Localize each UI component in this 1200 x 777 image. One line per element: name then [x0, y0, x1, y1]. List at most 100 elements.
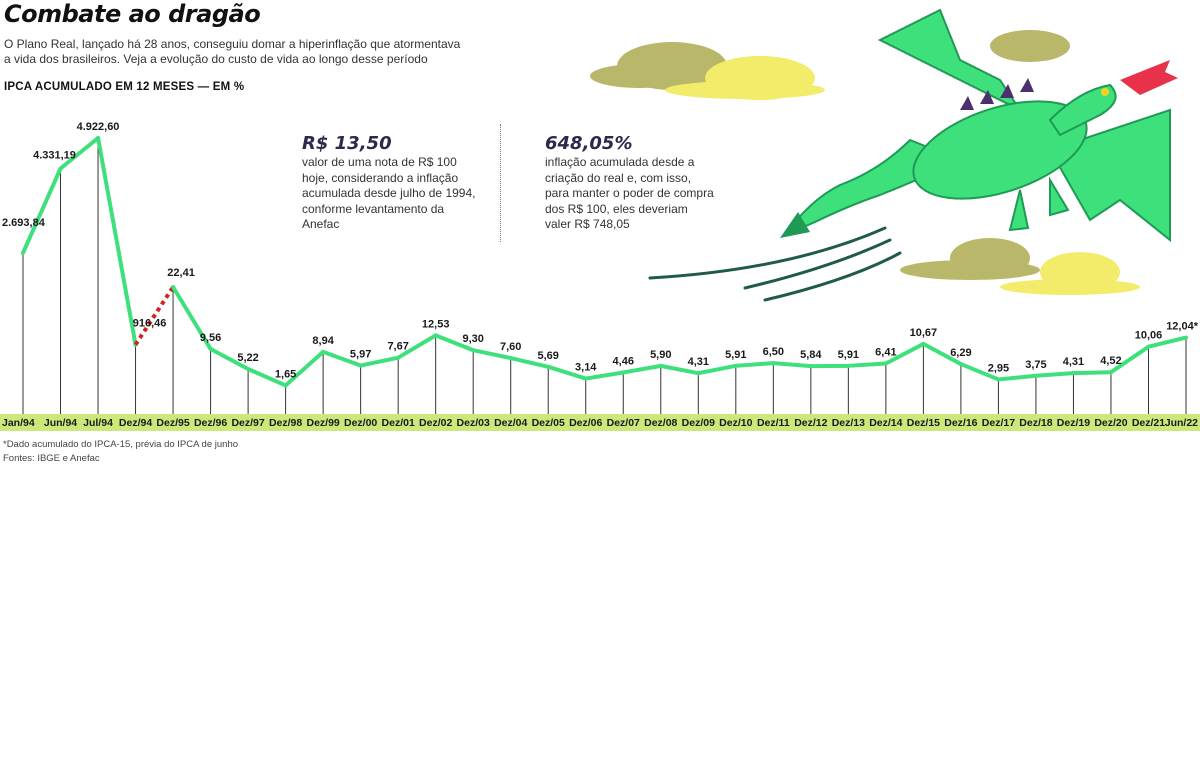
series-segment — [996, 373, 1038, 382]
data-label: 7,60 — [500, 341, 521, 353]
x-tick-label: Dez/06 — [569, 417, 602, 429]
data-label: 6,41 — [875, 347, 896, 359]
series-segment — [433, 333, 476, 353]
data-label: 5,90 — [650, 349, 671, 361]
data-label: 6,29 — [950, 347, 971, 359]
data-label: 9,56 — [200, 332, 221, 344]
x-tick-label: Dez/16 — [944, 417, 977, 429]
series-segment — [921, 341, 963, 367]
x-tick-label: Dez/14 — [869, 417, 902, 429]
series-segment — [1108, 344, 1151, 375]
callout-inflation: 648,05% inflação acumulada desde a criaç… — [545, 133, 715, 233]
x-tick-label: Jul/94 — [83, 417, 113, 429]
series-segment — [846, 361, 888, 368]
x-tick-label: Dez/13 — [832, 417, 865, 429]
x-tick-label: Dez/12 — [794, 417, 827, 429]
series-segment — [508, 356, 551, 369]
series-segment — [621, 363, 663, 375]
callout-inflation-value: 648,05% — [545, 133, 633, 154]
data-label: 5,22 — [237, 352, 258, 364]
cloud-icon — [590, 42, 825, 100]
data-label: 4,46 — [613, 355, 634, 367]
series-segment — [246, 366, 288, 388]
data-label: 6,50 — [763, 346, 784, 358]
x-tick-label: Dez/18 — [1019, 417, 1052, 429]
data-label: 7,67 — [387, 341, 408, 353]
x-tick-label: Dez/17 — [982, 417, 1015, 429]
cloud-icon — [900, 30, 1140, 295]
callout-banknote-text: valor de uma nota de R$ 100 hoje, consid… — [302, 155, 476, 231]
series-segment — [583, 370, 626, 381]
series-segment — [396, 333, 438, 360]
data-label: 916,46 — [133, 318, 167, 330]
x-tick-label: Dez/95 — [156, 417, 189, 429]
x-tick-label: Dez/99 — [306, 417, 339, 429]
data-label: 4.922,60 — [77, 121, 120, 133]
x-tick-label: Dez/21 — [1132, 417, 1165, 429]
x-tick-label: Dez/19 — [1057, 417, 1090, 429]
series-segment — [96, 135, 138, 347]
x-tick-label: Dez/01 — [382, 417, 415, 429]
series-segment — [1071, 370, 1113, 376]
series-segment — [771, 361, 813, 369]
x-tick-label: Dez/05 — [532, 417, 565, 429]
series-segment — [883, 341, 926, 366]
x-tick-label: Dez/08 — [644, 417, 677, 429]
x-tick-label: Dez/97 — [231, 417, 264, 429]
x-tick-label: Dez/10 — [719, 417, 752, 429]
callout-inflation-text: inflação acumulada desde a criação do re… — [545, 155, 714, 231]
data-label: 10,67 — [910, 327, 938, 339]
data-label: 4,31 — [688, 356, 709, 368]
data-label: 5,91 — [725, 349, 746, 361]
x-tick-label: Dez/96 — [194, 417, 227, 429]
x-tick-label: Dez/98 — [269, 417, 302, 429]
series-segment — [321, 349, 363, 368]
footnote-sources: Fontes: IBGE e Anefac — [3, 453, 100, 464]
series-segment — [283, 349, 326, 388]
data-label: 2,95 — [988, 362, 1009, 374]
series-segment — [171, 285, 213, 352]
dragon-illustration — [590, 8, 1178, 302]
data-label: 1,65 — [275, 368, 296, 380]
data-label: 5,69 — [538, 350, 559, 362]
data-label: 5,91 — [838, 349, 859, 361]
footnote-note: *Dado acumulado do IPCA-15, prévia do IP… — [3, 439, 239, 450]
x-tick-label: Dez/07 — [607, 417, 640, 429]
series-segment — [1146, 335, 1188, 349]
ipca-line-chart: 2.693,84 4.331,19 4.922,60 916,46 22,41 9,56 5… — [0, 121, 1200, 431]
page-title: Combate ao dragão — [4, 0, 261, 28]
series-segment — [1033, 371, 1076, 378]
series-segment — [696, 363, 738, 376]
data-label: 3,75 — [1025, 359, 1046, 371]
series-segment — [958, 362, 1001, 382]
callout-divider — [500, 124, 501, 242]
unit-label: IPCA ACUMULADO EM 12 MESES — EM % — [4, 81, 245, 93]
x-tick-label: Dez/09 — [682, 417, 715, 429]
data-label: 3,14 — [575, 362, 597, 374]
x-tick-label: Dez/04 — [494, 417, 527, 429]
wind-lines-icon — [648, 226, 902, 302]
x-tick-label: Dez/00 — [344, 417, 377, 429]
callout-banknote: R$ 13,50 valor de uma nota de R$ 100 hoj… — [302, 133, 482, 233]
data-label: 10,06 — [1135, 330, 1163, 342]
x-tick-label: Jun/94 — [44, 417, 77, 429]
data-label: 9,30 — [462, 333, 483, 345]
x-tick-label: Dez/20 — [1094, 417, 1127, 429]
subtitle: O Plano Real, lançado há 28 anos, conseg… — [4, 37, 461, 66]
data-label: 5,97 — [350, 349, 371, 361]
callout-banknote-value: R$ 13,50 — [302, 133, 392, 154]
series-segment — [21, 166, 63, 255]
x-tick-label: Dez/02 — [419, 417, 452, 429]
series-segment — [208, 347, 251, 371]
x-tick-label: Dez/15 — [907, 417, 940, 429]
dragon-icon — [780, 8, 1178, 243]
footnote: *Dado acumulado do IPCA-15, prévia do IP… — [3, 438, 238, 466]
series-segment — [471, 348, 513, 361]
data-label: 2.693,84 — [2, 217, 46, 229]
series-segment — [733, 361, 776, 368]
data-label: 22,41 — [167, 267, 195, 279]
x-tick-label: Dez/11 — [757, 417, 790, 429]
data-label: 4,52 — [1100, 355, 1121, 367]
series-segment — [658, 363, 701, 376]
series-segment — [358, 355, 401, 368]
